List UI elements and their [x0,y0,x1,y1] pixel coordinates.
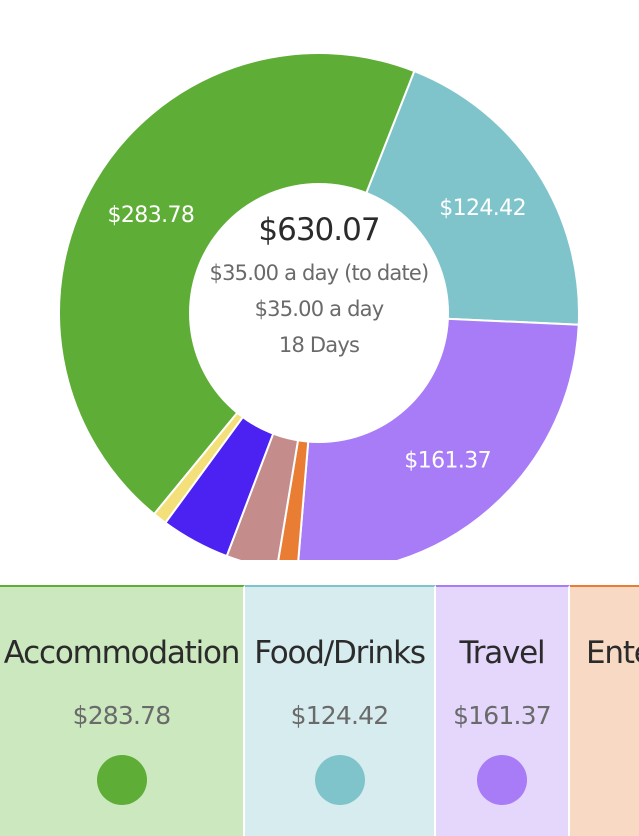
category-name: Ente [586,635,639,671]
category-card-entertainment[interactable]: Ente [570,585,639,836]
category-color-dot [96,755,147,805]
category-amount: $161.37 [453,701,552,730]
category-name: Food/Drinks [254,635,426,671]
category-card-travel[interactable]: Travel $161.37 [436,585,570,836]
spending-donut-chart: $124.42 $161.37 $283.78 $630.07 $35.00 a d… [58,52,580,560]
slice-value-label: $283.78 [108,203,195,228]
category-name: Travel [459,635,546,671]
category-cards: Accommodation $283.78 Food/Drinks $124.4… [0,585,639,836]
slice-value-label: $161.37 [404,449,491,474]
category-card-food-drinks[interactable]: Food/Drinks $124.42 [245,585,436,836]
category-color-dot [477,755,527,805]
day-count: 18 Days [279,333,359,357]
category-amount: $124.42 [290,701,390,730]
slice-value-label: $124.42 [439,196,526,221]
daily-average-to-date: $35.00 a day (to date) [210,261,429,285]
category-name: Accommodation [3,635,241,671]
category-card-accommodation[interactable]: Accommodation $283.78 [0,585,245,836]
donut-hole [189,183,449,443]
slice-value-labels: $124.42 $161.37 $283.78 [108,196,527,474]
category-color-dot [314,755,365,805]
category-amount: $283.78 [72,701,172,730]
total-amount: $630.07 [258,212,379,248]
daily-budget: $35.00 a day [255,297,384,321]
